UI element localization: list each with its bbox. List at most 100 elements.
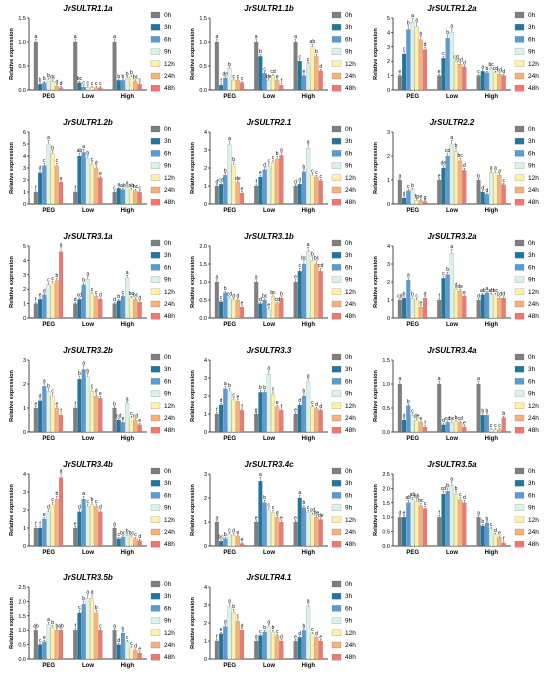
y-tick-label: 3 xyxy=(23,273,26,279)
significance-letter: c xyxy=(99,81,102,87)
bar xyxy=(402,419,407,433)
bar xyxy=(73,191,78,205)
y-tick-label: 0 xyxy=(387,88,390,94)
significance-letter: f xyxy=(35,521,37,527)
y-tick-label: 4 xyxy=(23,258,26,264)
significance-letter: de xyxy=(235,176,241,182)
category-label: Low xyxy=(446,550,458,556)
legend-swatch xyxy=(514,199,525,206)
legend-swatch xyxy=(514,313,525,320)
y-tick-label: 0 xyxy=(23,430,26,436)
significance-letter: a xyxy=(498,168,501,174)
significance-letter: b xyxy=(113,401,116,407)
panel-title: JrSULTR1.1a xyxy=(63,4,113,13)
legend-label: 6h xyxy=(528,36,536,43)
bar xyxy=(90,87,94,91)
bar xyxy=(85,158,90,205)
bar xyxy=(219,301,224,319)
bar xyxy=(445,422,450,433)
y-axis-label: Relative expression xyxy=(190,484,196,536)
bar xyxy=(125,77,130,91)
y-tick-label: 0 xyxy=(204,430,207,436)
bar xyxy=(476,383,481,433)
legend-label: 12h xyxy=(528,517,539,524)
category-label: PEG xyxy=(223,322,236,328)
significance-letter: f xyxy=(256,179,258,185)
legend-label: 48h xyxy=(528,427,539,434)
y-tick-label: 1 xyxy=(23,406,26,412)
bar xyxy=(279,155,284,205)
bar xyxy=(306,606,311,660)
significance-letter: b xyxy=(455,486,458,492)
bar xyxy=(449,143,454,205)
bar xyxy=(476,75,481,91)
legend-label: 9h xyxy=(164,277,172,284)
significance-letter: cd xyxy=(116,413,122,419)
significance-letter: b xyxy=(446,267,449,273)
legend-swatch xyxy=(514,480,525,487)
y-tick-label: 0.0 xyxy=(382,544,390,550)
significance-letter: d xyxy=(298,178,301,184)
bar xyxy=(258,176,263,205)
legend-label: 24h xyxy=(164,301,175,308)
significance-letter: cd xyxy=(497,68,503,74)
bar xyxy=(223,538,228,547)
significance-letter: f xyxy=(220,79,222,85)
significance-letter: a xyxy=(113,34,116,40)
significance-letter: d xyxy=(298,398,301,404)
panel-title: JrSULTR3.4a xyxy=(427,346,477,355)
legend-swatch xyxy=(150,504,161,511)
y-tick-label: 1.0 xyxy=(199,40,207,46)
significance-letter: e xyxy=(55,401,58,407)
significance-letter: c xyxy=(498,423,501,429)
significance-letter: c xyxy=(459,492,462,498)
bar xyxy=(231,299,236,319)
bar xyxy=(42,518,47,547)
legend-label: 6h xyxy=(345,378,353,385)
significance-letter: cd xyxy=(497,292,503,298)
significance-letter: ab xyxy=(120,183,126,189)
bar xyxy=(254,281,259,319)
significance-letter: b xyxy=(263,385,266,391)
significance-letter: c xyxy=(407,184,410,190)
bar xyxy=(445,155,450,205)
legend-swatch xyxy=(331,504,342,511)
bar xyxy=(38,84,43,91)
legend-swatch xyxy=(150,492,161,499)
y-tick-label: 1 xyxy=(387,178,390,184)
significance-letter: cd xyxy=(310,508,316,514)
bar xyxy=(449,485,454,547)
bar xyxy=(402,53,407,91)
significance-letter: b xyxy=(486,66,489,72)
bar xyxy=(227,68,232,91)
y-tick-label: 3 xyxy=(204,603,207,609)
y-tick-label: 1 xyxy=(204,412,207,418)
significance-letter: d xyxy=(232,293,235,299)
bar xyxy=(297,497,302,547)
significance-letter: c xyxy=(117,532,120,538)
bar xyxy=(271,631,275,660)
y-tick-label: 1 xyxy=(387,298,390,304)
significance-letter: e xyxy=(438,69,441,75)
panel-title: JrSULTR1.1b xyxy=(244,4,294,13)
bar xyxy=(227,533,232,547)
category-label: High xyxy=(121,663,135,669)
significance-letter: c xyxy=(424,501,427,507)
significance-letter: c xyxy=(411,409,414,415)
bar xyxy=(454,61,458,91)
bar xyxy=(458,160,463,205)
significance-letter: d xyxy=(403,191,406,197)
significance-letter: a xyxy=(307,242,310,248)
bar xyxy=(125,535,130,547)
significance-letter: c xyxy=(315,170,318,176)
significance-letter: d xyxy=(74,297,77,303)
significance-letter: d xyxy=(424,292,427,298)
significance-letter: c xyxy=(490,423,493,429)
bar xyxy=(489,172,494,205)
legend-swatch xyxy=(331,24,342,31)
significance-letter: c xyxy=(276,629,279,635)
bar xyxy=(137,302,142,319)
panel-7: JrSULTR3.1b Relative expression 0.0 0.5 1.0 1… xyxy=(190,232,356,328)
y-tick-label: 0 xyxy=(23,202,26,208)
